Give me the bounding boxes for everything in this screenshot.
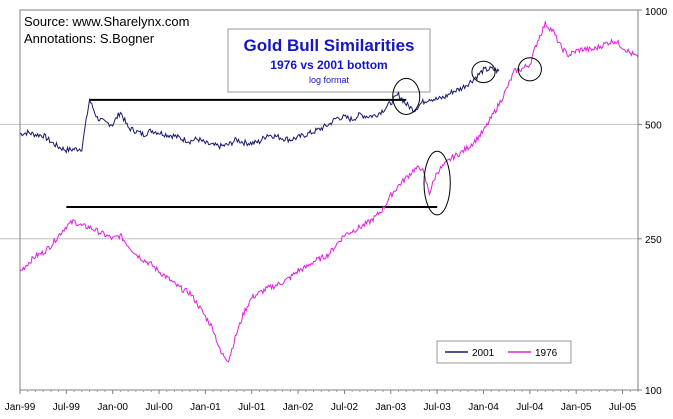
- x-tick-label-jul-01: Jul-01: [238, 402, 266, 413]
- gridlines: [0, 123, 638, 240]
- x-tick-label-jan-00: Jan-00: [97, 402, 128, 413]
- legend-frame: [436, 340, 572, 364]
- y-tick-label-500: 500: [645, 120, 662, 131]
- x-tick-label-jul-05: Jul-05: [609, 402, 637, 413]
- legend-label-1976: 1976: [535, 348, 558, 359]
- chart-title: Gold Bull Similarities: [244, 36, 415, 55]
- annotation-ellipse-2: [471, 60, 496, 84]
- chart-scale-note: log format: [309, 75, 350, 85]
- annotation-ellipse-3: [517, 57, 542, 82]
- legend: 2001 1976: [436, 340, 572, 364]
- x-tick-label-jul-00: Jul-00: [145, 402, 173, 413]
- source-line: Source: www.Sharelynx.com: [24, 14, 189, 29]
- x-tick-label-jul-99: Jul-99: [53, 402, 81, 413]
- annotation-ellipse-4: [423, 150, 451, 216]
- x-tick-label-jan-99: Jan-99: [5, 402, 36, 413]
- y-tick-label-250: 250: [645, 235, 662, 246]
- chart-subtitle: 1976 vs 2001 bottom: [270, 58, 387, 72]
- series-line-2001: [19, 65, 500, 154]
- title-box: Gold Bull Similarities 1976 vs 2001 bott…: [227, 28, 431, 93]
- x-tick-label-jul-04: Jul-04: [516, 402, 544, 413]
- y-axis: 100 250 500 1000: [638, 7, 668, 397]
- x-tick-label-jul-02: Jul-02: [331, 402, 359, 413]
- x-tick-label-jan-02: Jan-02: [283, 402, 314, 413]
- annotation-ellipse-1: [392, 77, 421, 115]
- annotation-ellipses: [392, 57, 542, 216]
- y-tick-label-100: 100: [645, 386, 662, 397]
- series-layer: [19, 21, 639, 363]
- annotation-line: Annotations: S.Bogner: [24, 31, 155, 46]
- x-tick-label-jan-01: Jan-01: [190, 402, 221, 413]
- source-block: Source: www.Sharelynx.com Annotations: S…: [24, 14, 189, 46]
- x-axis: Jan-99 Jul-99 Jan-00 Jul-00 Jan-01 Jul-01 Jan-…: [5, 390, 639, 413]
- x-tick-label-jan-03: Jan-03: [376, 402, 407, 413]
- x-tick-label-jul-03: Jul-03: [424, 402, 452, 413]
- x-tick-label-jan-04: Jan-04: [468, 402, 499, 413]
- legend-label-2001: 2001: [472, 348, 495, 359]
- y-tick-label-1000: 1000: [645, 7, 668, 18]
- title-box-frame: [227, 28, 431, 93]
- series-line-1976: [19, 21, 639, 363]
- x-tick-label-jan-05: Jan-05: [561, 402, 592, 413]
- reference-lines: [66, 98, 438, 209]
